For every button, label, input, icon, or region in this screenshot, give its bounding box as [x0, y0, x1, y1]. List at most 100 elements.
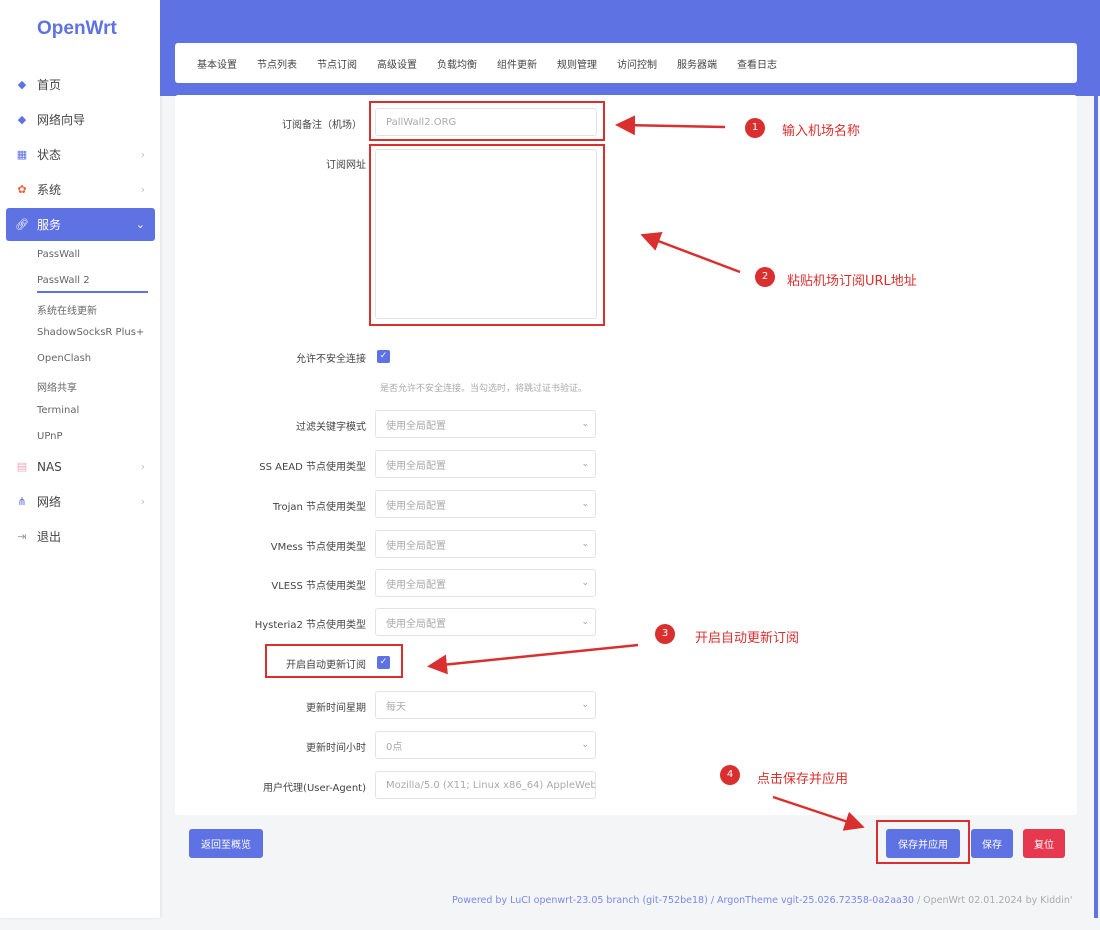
sub-openclash[interactable]: OpenClash: [37, 353, 92, 364]
cube-icon: ◆: [17, 113, 27, 126]
insecure-help: 是否允许不安全连接。当勾选时，将跳过证书验证。: [380, 384, 588, 394]
insecure-checkbox[interactable]: ✓: [377, 350, 390, 363]
dashboard-icon: ▦: [16, 148, 28, 161]
annotation-text: 开启自动更新订阅: [695, 631, 800, 646]
remark-input[interactable]: PallWall2.ORG: [375, 108, 597, 136]
arrow-1: [615, 115, 726, 136]
filter-mode-select[interactable]: 使用全局配置 ⌄: [375, 410, 596, 438]
logo[interactable]: OpenWrt: [37, 18, 117, 39]
tab[interactable]: 查看日志: [737, 59, 777, 71]
tab[interactable]: 节点列表: [257, 59, 297, 71]
nav-label: 服务: [37, 218, 62, 232]
nav-label: 网络: [37, 495, 62, 509]
footer-luci-link[interactable]: Powered by LuCI openwrt-23.05 branch (gi…: [452, 895, 708, 906]
sitemap-icon: ⋔: [17, 495, 27, 508]
nav-nas[interactable]: ▤ NAS ›: [6, 450, 155, 483]
chevron-right-icon: ›: [140, 148, 145, 161]
back-button[interactable]: 返回至概览: [189, 829, 263, 858]
insecure-label: 允许不安全连接: [296, 354, 366, 365]
chevron-down-icon: ⌄: [581, 700, 589, 710]
auto-update-label: 开启自动更新订阅: [286, 660, 366, 671]
auto-update-checkbox[interactable]: ✓: [377, 656, 390, 669]
scrollbar[interactable]: [1094, 96, 1098, 918]
remark-label: 订阅备注（机场）: [282, 120, 362, 131]
chevron-down-icon: ⌄: [581, 419, 589, 429]
tab[interactable]: 规则管理: [557, 59, 597, 71]
arrow-3: [427, 643, 639, 675]
nav-status[interactable]: ▦ 状态 ›: [6, 138, 155, 171]
tab[interactable]: 访问控制: [617, 59, 657, 71]
chevron-down-icon: ⌄: [581, 617, 589, 627]
tab[interactable]: 组件更新: [497, 59, 537, 71]
nav-label: 网络向导: [37, 113, 86, 127]
vless-type-select[interactable]: 使用全局配置 ⌄: [375, 569, 596, 597]
nav-label: 退出: [37, 530, 62, 544]
hour-select[interactable]: 0点 ⌄: [375, 731, 596, 759]
sub-share[interactable]: 网络共享: [37, 383, 77, 394]
ss-type-select[interactable]: 使用全局配置 ⌄: [375, 450, 596, 478]
url-textarea[interactable]: [375, 149, 597, 319]
annotation-text: 点击保存并应用: [757, 772, 849, 787]
sub-ssr[interactable]: ShadowSocksR Plus+: [37, 327, 145, 338]
form-card: [175, 95, 1077, 815]
select-value: 每天: [386, 701, 406, 713]
vmess-type-select[interactable]: 使用全局配置 ⌄: [375, 530, 596, 558]
annotation-text: 输入机场名称: [782, 124, 861, 139]
nav-system[interactable]: ✿ 系统 ›: [6, 173, 155, 206]
nav-logout[interactable]: ⇥ 退出: [6, 520, 155, 553]
logout-icon: ⇥: [17, 530, 27, 543]
nav-wizard[interactable]: ◆ 网络向导: [6, 103, 155, 136]
annotation-text: 粘贴机场订阅URL地址: [787, 274, 917, 289]
chevron-right-icon: ›: [140, 495, 145, 508]
week-select[interactable]: 每天 ⌄: [375, 691, 596, 719]
url-label: 订阅网址: [326, 160, 366, 171]
arrow-2: [640, 231, 741, 274]
chevron-down-icon: ⌄: [581, 578, 589, 588]
nav-network[interactable]: ⋔ 网络 ›: [6, 485, 155, 518]
footer: Powered by LuCI openwrt-23.05 branch (gi…: [452, 895, 1072, 906]
footer-text: / OpenWrt 02.01.2024 by Kiddin': [913, 895, 1073, 906]
select-value: 使用全局配置: [386, 618, 446, 630]
ua-label: 用户代理(User-Agent): [263, 783, 366, 794]
nav-home[interactable]: ◆ 首页: [6, 68, 155, 101]
select-value: 使用全局配置: [386, 579, 446, 591]
tab[interactable]: 节点订阅: [317, 59, 357, 71]
tab[interactable]: 负载均衡: [437, 59, 477, 71]
trojan-type-select[interactable]: 使用全局配置 ⌄: [375, 490, 596, 518]
select-value: 使用全局配置: [386, 500, 446, 512]
annotation-box: [369, 144, 605, 326]
sub-terminal[interactable]: Terminal: [37, 405, 80, 416]
sub-update[interactable]: 系统在线更新: [37, 306, 97, 317]
sidebar: OpenWrt ◆ 首页 ◆ 网络向导 ▦ 状态 › ✿ 系统 › 🔗︎ 服务 ⌄ PassWa…: [0, 0, 160, 918]
hysteria2-type-select[interactable]: 使用全局配置 ⌄: [375, 608, 596, 636]
footer-theme-link[interactable]: / ArgonTheme vgit-25.026.72358-0a2aa30: [707, 895, 914, 906]
sub-passwall[interactable]: PassWall: [37, 249, 81, 260]
tab-bar: 基本设置 节点列表 节点订阅 高级设置 负载均衡 组件更新 规则管理 访问控制 …: [175, 43, 1077, 83]
arrow-4: [772, 795, 865, 831]
select-label: VLESS 节点使用类型: [271, 581, 366, 592]
sub-passwall2[interactable]: PassWall 2: [37, 275, 148, 293]
sub-upnp[interactable]: UPnP: [37, 431, 63, 442]
chevron-down-icon: ⌄: [581, 499, 589, 509]
select-value: 使用全局配置: [386, 460, 446, 472]
save-button[interactable]: 保存: [971, 829, 1013, 858]
annotation-number: 4: [720, 765, 740, 785]
tab[interactable]: 基本设置: [197, 59, 237, 71]
ua-value: Mozilla/5.0 (X11; Linux x86_64) AppleWeb…: [386, 779, 596, 791]
save-apply-button[interactable]: 保存并应用: [886, 829, 960, 858]
annotation-box: [265, 644, 403, 678]
nav-services[interactable]: 🔗︎ 服务 ⌄: [6, 208, 155, 241]
chevron-down-icon: ⌄: [135, 218, 145, 231]
tab[interactable]: 高级设置: [377, 59, 417, 71]
ua-input[interactable]: Mozilla/5.0 (X11; Linux x86_64) AppleWeb…: [375, 771, 596, 799]
cube-icon: ◆: [17, 78, 27, 91]
reset-button[interactable]: 复位: [1023, 829, 1065, 858]
annotation-box: [369, 101, 605, 141]
select-value: 使用全局配置: [386, 540, 446, 552]
nav-label: NAS: [37, 459, 62, 474]
tab[interactable]: 服务器端: [677, 59, 717, 71]
week-label: 更新时间星期: [306, 703, 366, 714]
select-value: 使用全局配置: [386, 420, 446, 432]
nav-label: 首页: [37, 78, 62, 92]
database-icon: ▤: [16, 460, 28, 473]
